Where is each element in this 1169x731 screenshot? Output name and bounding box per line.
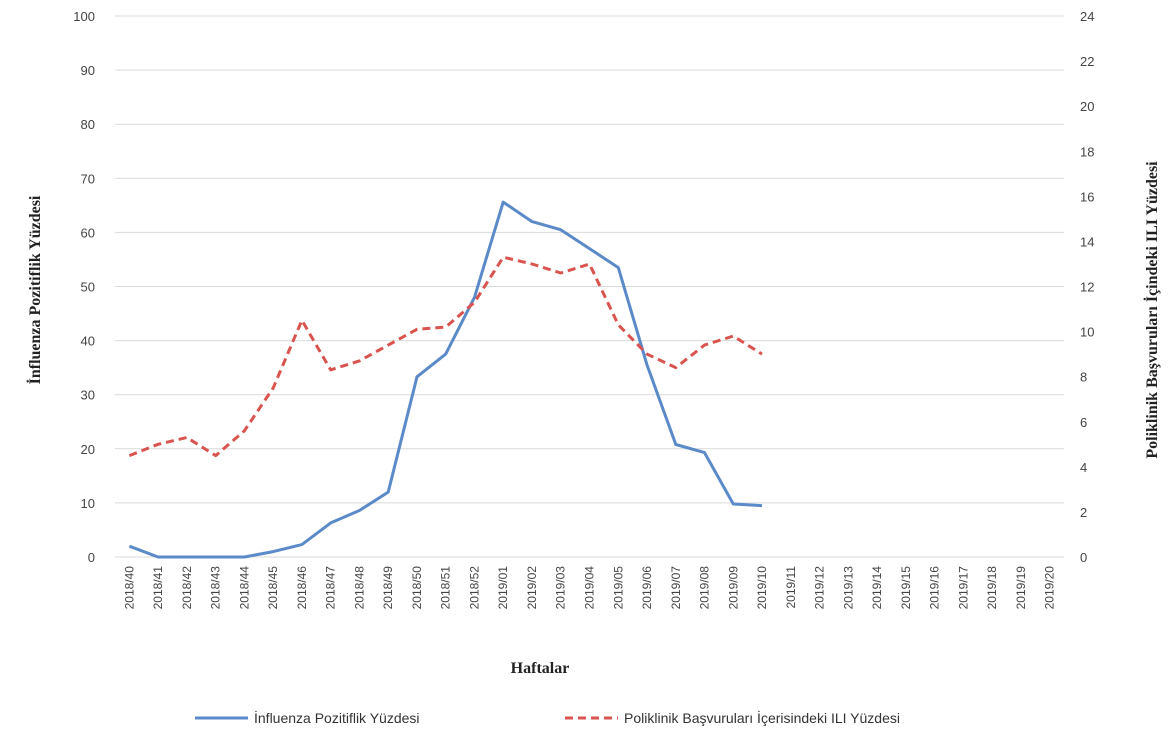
y-right-tick-label: 16 — [1080, 189, 1094, 204]
x-tick-label: 2019/12 — [813, 566, 827, 610]
x-tick-label: 2018/52 — [467, 566, 481, 610]
x-axis-ticks: 2018/40 2018/41 2018/42 2018/43 2018/44 2018/… — [122, 566, 1056, 610]
x-tick-label: 2018/40 — [122, 566, 136, 610]
series-line-influenza — [128, 200, 763, 559]
y-left-tick-label: 70 — [81, 171, 95, 186]
x-tick-label: 2019/08 — [698, 566, 712, 610]
y-left-tick-label: 80 — [81, 117, 95, 132]
y-right-tick-label: 8 — [1080, 370, 1087, 385]
series-line-ili — [128, 255, 763, 458]
x-tick-label: 2019/10 — [755, 566, 769, 610]
x-tick-label: 2018/49 — [381, 566, 395, 610]
x-tick-label: 2019/02 — [525, 566, 539, 610]
legend-label-ili: Poliklinik Başvuruları İçerisindeki ILI … — [624, 709, 900, 726]
x-tick-label: 2019/18 — [985, 566, 999, 610]
x-tick-label: 2019/19 — [1014, 566, 1028, 610]
legend: İnfluenza Pozitiflik Yüzdesi Poliklinik … — [195, 709, 900, 726]
y-right-tick-label: 14 — [1080, 234, 1094, 249]
x-tick-label: 2018/42 — [180, 566, 194, 610]
x-tick-label: 2019/03 — [554, 566, 568, 610]
y-right-tick-label: 10 — [1080, 325, 1094, 340]
x-tick-label: 2019/05 — [611, 566, 625, 610]
x-tick-label: 2018/46 — [295, 566, 309, 610]
y-right-tick-label: 20 — [1080, 99, 1094, 114]
x-tick-label: 2019/01 — [496, 566, 510, 610]
x-tick-label: 2019/14 — [870, 566, 884, 610]
gridlines — [115, 15, 1064, 558]
x-tick-label: 2018/51 — [439, 566, 453, 610]
x-tick-label: 2019/13 — [841, 566, 855, 610]
right-axis-title: Poliklinik Başvuruları İçindeki ILI Yüzd… — [1142, 161, 1161, 459]
x-tick-label: 2018/48 — [352, 566, 366, 610]
y-left-tick-label: 10 — [81, 496, 95, 511]
x-tick-label: 2018/45 — [266, 566, 280, 610]
x-tick-label: 2019/11 — [784, 566, 798, 609]
y-right-tick-label: 18 — [1080, 144, 1094, 159]
y-right-tick-label: 4 — [1080, 460, 1087, 475]
y-left-tick-label: 60 — [81, 225, 95, 240]
x-tick-label: 2019/16 — [928, 566, 942, 610]
x-tick-label: 2018/44 — [237, 566, 251, 610]
left-axis-ticks: 0 10 20 30 40 50 60 70 80 90 100 — [73, 9, 95, 565]
x-tick-label: 2019/09 — [726, 566, 740, 610]
y-right-tick-label: 0 — [1080, 550, 1087, 565]
legend-label-influenza: İnfluenza Pozitiflik Yüzdesi — [254, 709, 420, 726]
x-tick-label: 2019/17 — [956, 566, 970, 610]
x-tick-label: 2018/47 — [324, 566, 338, 610]
x-tick-label: 2019/07 — [669, 566, 683, 610]
x-tick-label: 2018/43 — [209, 566, 223, 610]
y-right-tick-label: 12 — [1080, 280, 1094, 295]
x-axis-title: Haftalar — [511, 660, 570, 677]
y-right-tick-label: 6 — [1080, 415, 1087, 430]
y-left-tick-label: 50 — [81, 280, 95, 295]
x-tick-label: 2018/50 — [410, 566, 424, 610]
x-tick-label: 2019/04 — [583, 566, 597, 610]
y-left-tick-label: 90 — [81, 63, 95, 78]
y-left-tick-label: 40 — [81, 334, 95, 349]
y-left-tick-label: 100 — [73, 9, 95, 24]
left-axis-title: İnfluenza Pozitiflik Yüzdesi — [25, 195, 44, 384]
y-right-tick-label: 2 — [1080, 505, 1087, 520]
y-left-tick-label: 30 — [81, 388, 95, 403]
y-left-tick-label: 0 — [88, 550, 95, 565]
y-right-tick-label: 24 — [1080, 9, 1094, 24]
x-tick-label: 2019/06 — [640, 566, 654, 610]
x-tick-label: 2019/15 — [899, 566, 913, 610]
y-right-tick-label: 22 — [1080, 54, 1094, 69]
x-tick-label: 2019/20 — [1043, 566, 1057, 610]
y-left-tick-label: 20 — [81, 442, 95, 457]
x-tick-label: 2018/41 — [151, 566, 165, 610]
series-lines — [128, 200, 763, 559]
